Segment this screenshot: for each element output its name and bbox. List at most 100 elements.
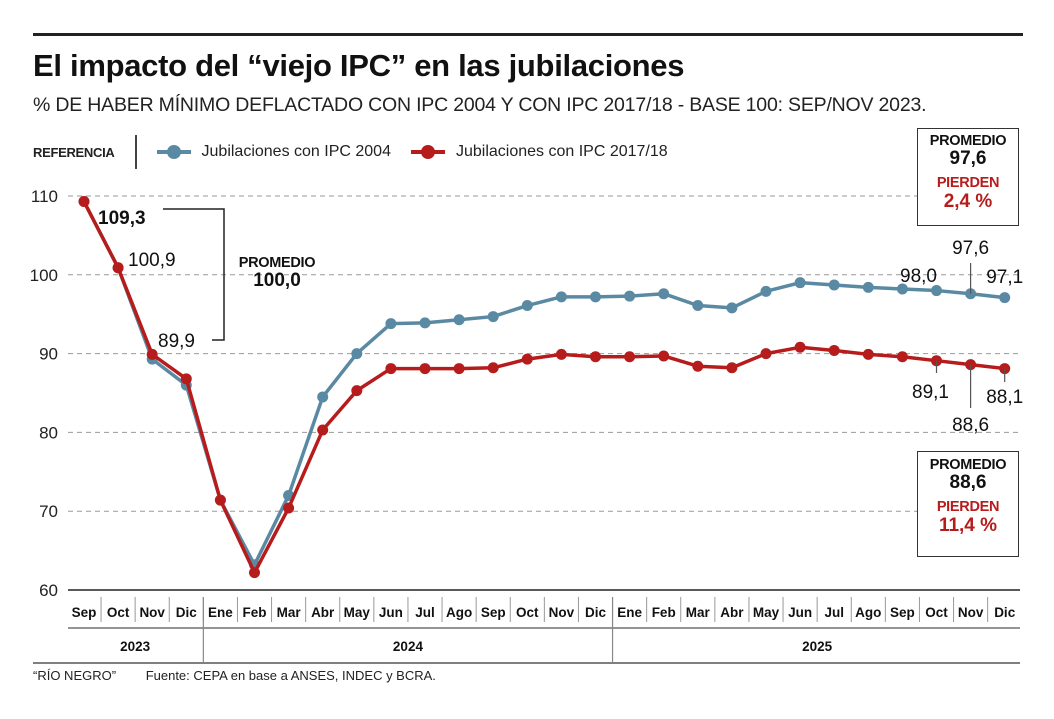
loss-value: 11,4 % bbox=[938, 515, 998, 536]
average-bracket bbox=[163, 208, 225, 341]
y-tick-label: 80 bbox=[39, 423, 58, 442]
x-tick-label: Nov bbox=[958, 605, 984, 620]
data-point-ipc2004 bbox=[896, 283, 908, 295]
x-tick-label: Nov bbox=[139, 605, 165, 620]
data-point-ipc2017 bbox=[555, 348, 567, 360]
year-label: 2025 bbox=[802, 639, 833, 654]
data-point-ipc2017 bbox=[828, 344, 840, 356]
average-box-ipc2017: PROMEDIO 88,6 PIERDEN 11,4 % bbox=[917, 451, 1019, 557]
data-point-ipc2004 bbox=[726, 302, 738, 314]
data-point-ipc2017 bbox=[112, 262, 124, 274]
x-tick-label: Ene bbox=[617, 605, 642, 620]
chart-subtitle: % DE HABER MÍNIMO DEFLACTADO CON IPC 200… bbox=[33, 94, 927, 116]
data-point-ipc2017 bbox=[794, 341, 806, 353]
data-point-ipc2017 bbox=[590, 351, 601, 363]
data-point-ipc2017 bbox=[692, 360, 704, 372]
data-point-ipc2017 bbox=[283, 502, 295, 514]
x-tick-label: Abr bbox=[720, 605, 744, 620]
series-line-ipc2017 bbox=[82, 200, 1005, 575]
top-rule bbox=[33, 33, 1023, 36]
data-label: 88,1 bbox=[986, 387, 1023, 408]
data-label: 97,6 bbox=[952, 238, 989, 259]
data-point-ipc2004 bbox=[999, 292, 1011, 304]
data-point-ipc2017 bbox=[862, 348, 874, 360]
x-tick-label: Ene bbox=[208, 605, 233, 620]
y-tick-label: 70 bbox=[39, 502, 58, 521]
x-tick-label: Oct bbox=[516, 605, 539, 620]
data-point-ipc2017 bbox=[521, 353, 533, 365]
data-point-ipc2017 bbox=[385, 363, 397, 375]
x-tick-label: Abr bbox=[311, 605, 335, 620]
loss-value: 2,4 % bbox=[943, 191, 993, 212]
data-point-ipc2004 bbox=[931, 285, 942, 297]
legend: REFERENCIA Jubilaciones con IPC 2004 Jub… bbox=[33, 132, 688, 172]
legend-line-dot-icon bbox=[410, 145, 445, 159]
x-tick-label: Dic bbox=[176, 605, 198, 620]
data-point-ipc2017 bbox=[249, 567, 260, 579]
data-point-ipc2017 bbox=[180, 373, 192, 385]
x-tick-label: Sep bbox=[481, 605, 506, 620]
y-tick-label: 60 bbox=[39, 581, 58, 600]
x-tick-label: Sep bbox=[890, 605, 915, 620]
average-title: PROMEDIO bbox=[929, 457, 1007, 473]
data-point-ipc2004 bbox=[862, 281, 874, 293]
year-label: 2024 bbox=[393, 639, 424, 654]
source: Fuente: CEPA en base a ANSES, INDEC y BC… bbox=[145, 668, 436, 683]
average-value: 97,6 bbox=[949, 148, 987, 169]
x-tick-label: May bbox=[753, 605, 780, 620]
data-point-ipc2017 bbox=[78, 196, 90, 208]
data-point-ipc2017 bbox=[658, 350, 670, 362]
data-point-ipc2004 bbox=[453, 314, 465, 326]
data-point-ipc2004 bbox=[419, 317, 431, 329]
y-tick-label: 110 bbox=[31, 187, 58, 206]
data-point-ipc2017 bbox=[624, 351, 636, 363]
x-tick-label: Feb bbox=[652, 605, 676, 620]
data-point-ipc2004 bbox=[487, 311, 499, 323]
footer: “RÍO NEGRO” Fuente: CEPA en base a ANSES… bbox=[33, 668, 436, 683]
data-label: 88,6 bbox=[952, 415, 989, 436]
data-point-ipc2004 bbox=[794, 277, 806, 289]
x-tick-label: Jun bbox=[379, 605, 403, 620]
legend-line-dot-icon bbox=[156, 145, 191, 159]
data-point-ipc2004 bbox=[692, 300, 704, 312]
x-tick-label: Jun bbox=[788, 605, 812, 620]
data-point-ipc2004 bbox=[521, 300, 533, 312]
base-average-title: PROMEDIO bbox=[238, 255, 316, 271]
loss-title: PIERDEN bbox=[936, 175, 1000, 191]
x-tick-label: Ago bbox=[855, 605, 881, 620]
data-point-ipc2017 bbox=[760, 348, 772, 360]
base-average-label: PROMEDIO 100,0 bbox=[222, 255, 332, 291]
legend-divider bbox=[134, 135, 137, 169]
x-tick-label: Dic bbox=[994, 605, 1016, 620]
data-point-ipc2017 bbox=[146, 348, 158, 360]
data-point-ipc2004 bbox=[317, 391, 329, 403]
x-tick-label: Sep bbox=[72, 605, 97, 620]
data-point-ipc2004 bbox=[828, 279, 840, 291]
data-point-ipc2017 bbox=[317, 424, 329, 436]
data-point-ipc2004 bbox=[624, 290, 636, 302]
x-tick-label: Oct bbox=[925, 605, 948, 620]
x-tick-label: Jul bbox=[415, 605, 435, 620]
legend-label: Jubilaciones con IPC 2017/18 bbox=[455, 143, 668, 160]
x-tick-label: Feb bbox=[242, 605, 266, 620]
data-label: 89,9 bbox=[158, 331, 195, 352]
x-tick-label: Jul bbox=[824, 605, 844, 620]
y-tick-label: 90 bbox=[39, 345, 58, 364]
data-point-ipc2017 bbox=[726, 362, 738, 374]
data-label: 109,3 bbox=[98, 208, 146, 229]
data-point-ipc2017 bbox=[419, 363, 431, 375]
year-label: 2023 bbox=[120, 639, 151, 654]
data-point-ipc2004 bbox=[658, 288, 670, 300]
legend-label: Jubilaciones con IPC 2004 bbox=[201, 143, 391, 160]
x-tick-label: May bbox=[344, 605, 371, 620]
x-tick-label: Ago bbox=[446, 605, 472, 620]
chart-title: El impacto del “viejo IPC” en las jubila… bbox=[33, 48, 685, 83]
data-point-ipc2017 bbox=[896, 351, 908, 363]
legend-title: REFERENCIA bbox=[33, 144, 115, 160]
data-label: 89,1 bbox=[912, 382, 949, 403]
data-point-ipc2017 bbox=[214, 494, 226, 506]
data-point-ipc2004 bbox=[555, 291, 567, 303]
data-point-ipc2004 bbox=[385, 318, 397, 330]
x-tick-label: Mar bbox=[277, 605, 302, 620]
